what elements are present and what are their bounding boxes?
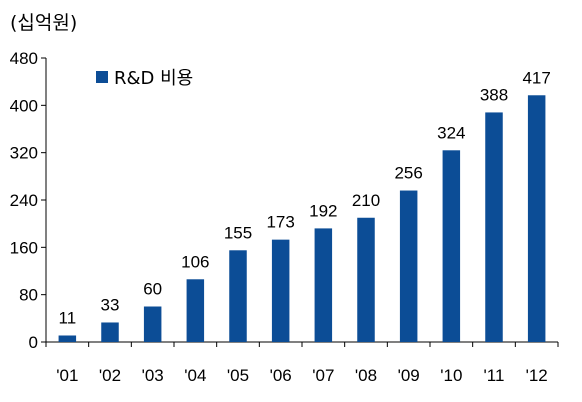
bar xyxy=(314,228,333,342)
bar xyxy=(143,306,162,342)
data-label: 106 xyxy=(181,252,209,271)
x-tick-label: '06 xyxy=(270,366,292,385)
bar xyxy=(229,250,247,342)
data-label: 11 xyxy=(59,308,77,327)
y-tick-label: 0 xyxy=(29,333,38,352)
x-tick-label: '03 xyxy=(142,366,164,385)
bar xyxy=(485,112,503,342)
y-tick-label: 80 xyxy=(19,286,38,305)
bar xyxy=(58,335,77,342)
data-label: 210 xyxy=(352,191,380,210)
unit-label: (십억원) xyxy=(10,12,78,34)
y-tick-label: 480 xyxy=(10,49,38,68)
bar xyxy=(527,95,546,343)
y-tick-label: 320 xyxy=(10,144,38,163)
x-tick-label: '09 xyxy=(398,366,420,385)
bar xyxy=(186,279,205,342)
x-tick-label: '10 xyxy=(440,366,462,385)
data-label: 324 xyxy=(437,123,465,142)
bars-layer xyxy=(58,95,546,343)
data-label: 33 xyxy=(101,295,120,314)
bar xyxy=(101,322,119,342)
data-label: 192 xyxy=(309,201,337,220)
x-tick-label: '12 xyxy=(526,366,548,385)
data-label: 417 xyxy=(522,68,550,87)
y-tick-label: 240 xyxy=(10,191,38,210)
legend-swatch xyxy=(96,71,108,83)
legend-label: R&D 비용 xyxy=(114,68,194,89)
x-tick-label: '11 xyxy=(484,366,505,385)
x-tick-label: '04 xyxy=(184,366,206,385)
data-label: 60 xyxy=(143,280,162,299)
data-label: 173 xyxy=(266,213,294,232)
x-tick-label: '08 xyxy=(355,366,377,385)
x-tick-label: '01 xyxy=(56,366,78,385)
bar xyxy=(271,239,290,342)
bar xyxy=(442,150,461,342)
bar xyxy=(357,217,375,342)
legend: R&D 비용 xyxy=(96,64,193,90)
data-label: 388 xyxy=(480,85,508,104)
data-label: 155 xyxy=(224,223,252,242)
x-tick-label: '07 xyxy=(312,366,334,385)
labels-layer: 11 '01 33 '02 60 '03 106 '04 155 '05 173 '06 192 '07 2… xyxy=(56,68,551,385)
y-tick-label: 160 xyxy=(10,238,38,257)
data-label: 256 xyxy=(394,164,422,183)
bar xyxy=(399,190,418,342)
axis-layer: 0 80 160 240 320 400 480 xyxy=(10,49,559,352)
x-tick-label: '02 xyxy=(99,366,121,385)
y-tick-label: 400 xyxy=(10,96,38,115)
x-tick-label: '05 xyxy=(227,366,249,385)
